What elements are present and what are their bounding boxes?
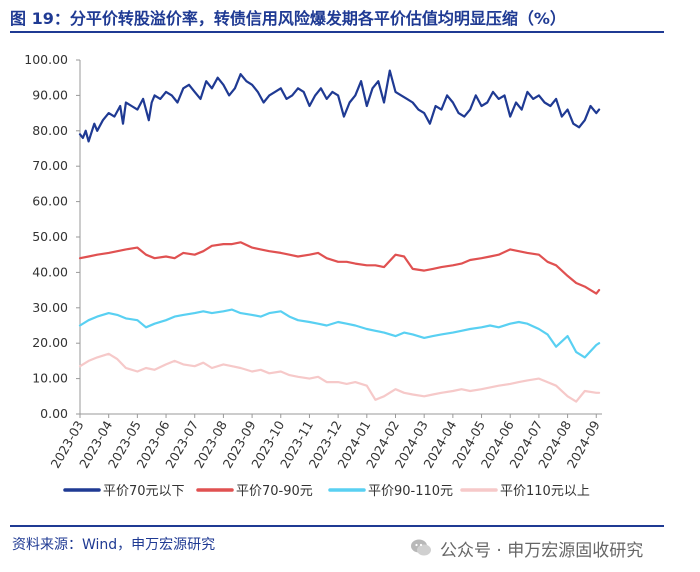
- series-line: [78, 308, 601, 359]
- y-tick-label: 90.00: [32, 87, 68, 102]
- line-chart: 0.00 10.00 20.00 30.00 40.00 50.00 60.00 70.00 8…: [24, 52, 603, 499]
- y-tick-label: 10.00: [32, 371, 68, 386]
- title-divider: [10, 31, 664, 33]
- watermark: 公众号 · 申万宏源固收研究: [410, 533, 643, 563]
- source-note: 资料来源：Wind，申万宏源研究: [12, 537, 216, 553]
- y-tick-label: 50.00: [32, 229, 68, 244]
- series-line: [78, 352, 601, 403]
- y-tick-label: 40.00: [32, 264, 68, 279]
- legend-label: 平价70元以下: [103, 484, 185, 499]
- y-tick-label: 20.00: [32, 335, 68, 350]
- y-tick-label: 100.00: [24, 52, 68, 67]
- y-tick-label: 30.00: [32, 300, 68, 315]
- legend-label: 平价70-90元: [236, 484, 313, 499]
- legend-label: 平价110元以上: [500, 484, 590, 499]
- legend-label: 平价90-110元: [368, 484, 453, 499]
- y-tick-label: 60.00: [32, 194, 68, 209]
- series-line: [78, 69, 601, 143]
- watermark-text: 公众号 · 申万宏源固收研究: [440, 540, 644, 561]
- y-tick-label: 70.00: [32, 158, 68, 173]
- chart-title: 图 19：分平价转股溢价率，转债信用风险爆发期各平价估值均明显压缩（%）: [10, 9, 566, 28]
- y-tick-label: 80.00: [32, 123, 68, 138]
- wechat-icon: [411, 539, 431, 556]
- y-tick-label: 0.00: [40, 406, 68, 421]
- series-line: [78, 241, 601, 295]
- footer-divider: [10, 525, 664, 527]
